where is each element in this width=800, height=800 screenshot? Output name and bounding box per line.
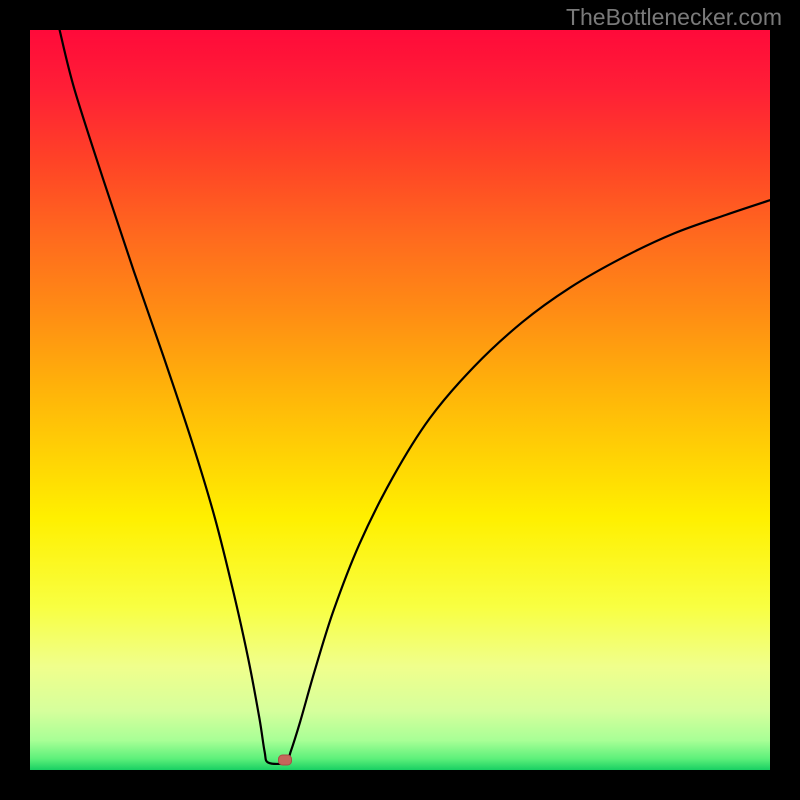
chart-outer-frame: TheBottlenecker.com — [0, 0, 800, 800]
bottleneck-curve-plot — [30, 30, 770, 770]
plot-background-gradient — [30, 30, 770, 770]
watermark-label: TheBottlenecker.com — [566, 4, 782, 31]
minimum-marker-dot — [278, 754, 293, 766]
